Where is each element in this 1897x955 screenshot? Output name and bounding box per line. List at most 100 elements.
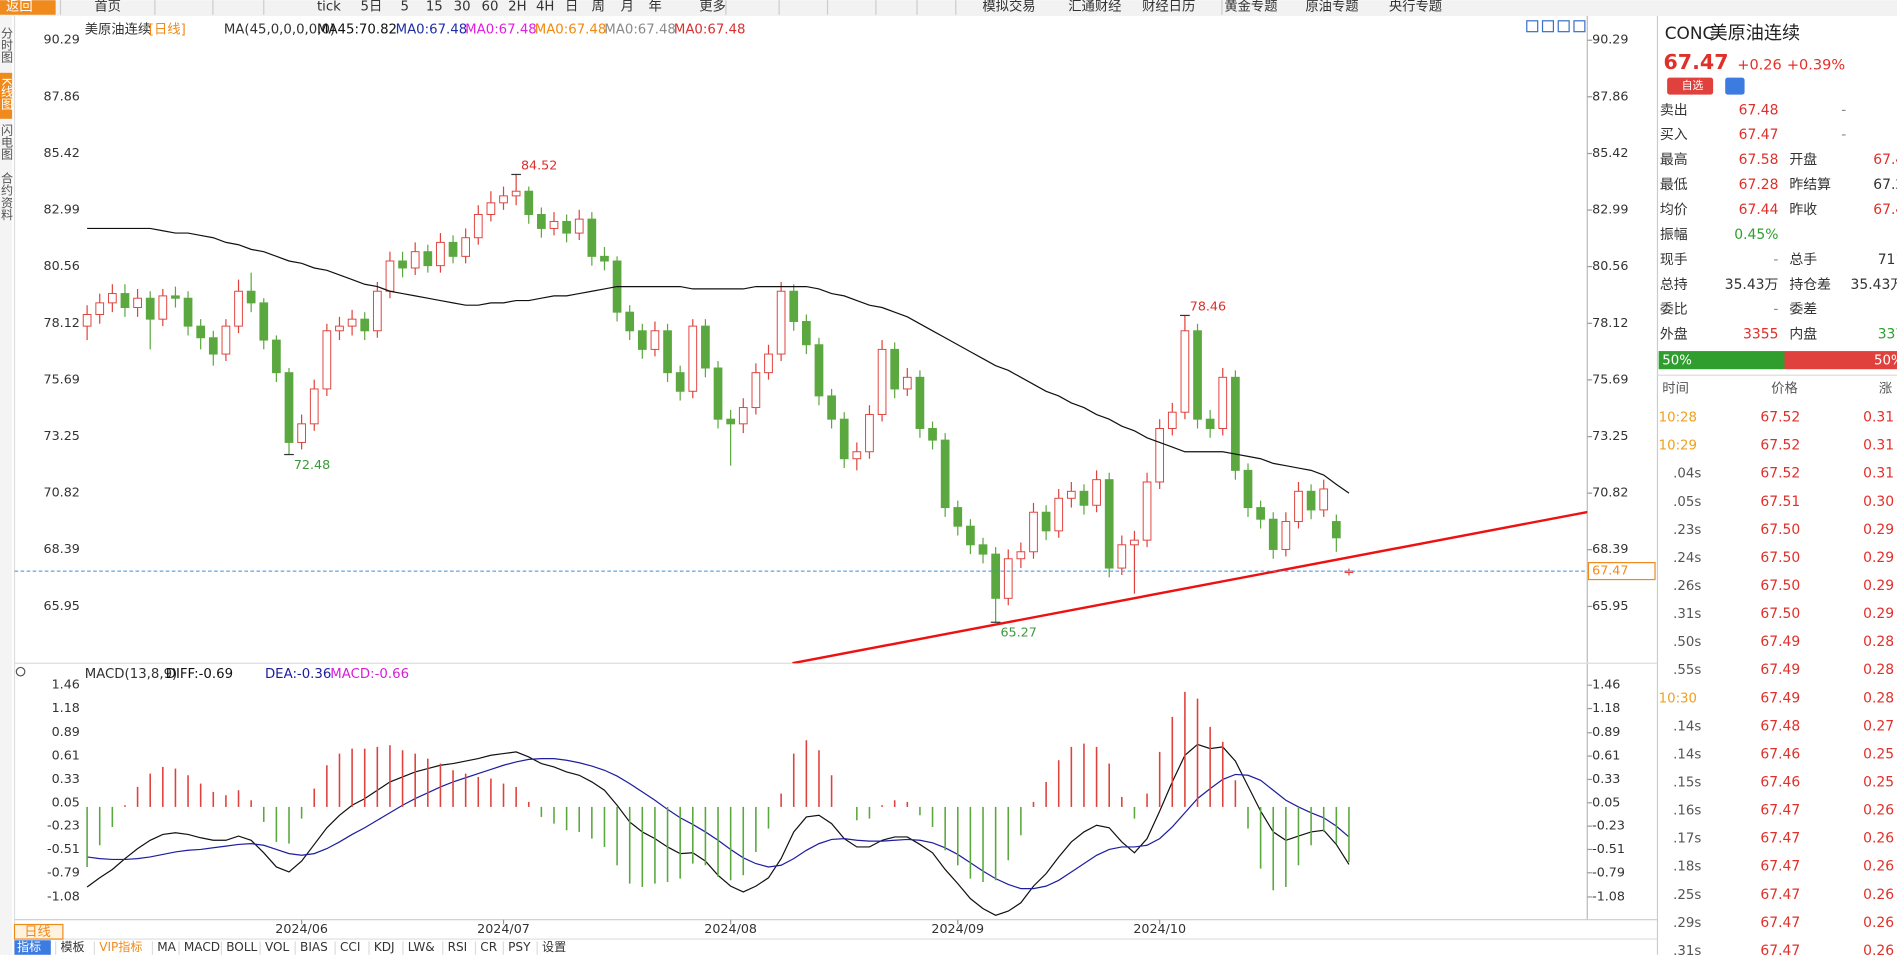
toolbar-item[interactable]: 财经日历	[1142, 0, 1195, 14]
alert-button[interactable]	[1725, 77, 1745, 95]
trades-header: 价格	[1771, 381, 1798, 397]
y-tick-label-right: 82.99	[1592, 202, 1628, 217]
quote-label: 卖出	[1660, 102, 1688, 118]
trade-change: 0.28	[1863, 662, 1894, 678]
toolbar-item[interactable]: 日	[565, 0, 578, 14]
indicator-tab[interactable]: CR	[480, 940, 497, 954]
quote-value: -	[1841, 127, 1846, 143]
sidebar-tab[interactable]: 闪电图	[0, 123, 14, 160]
indicator-tab[interactable]: MA	[157, 940, 176, 954]
back-button[interactable]	[0, 0, 56, 15]
legend-entry: MA0:67.48	[465, 22, 537, 37]
trade-price: 67.50	[1760, 606, 1800, 622]
indicator-tab[interactable]: VOL	[265, 940, 290, 954]
sidebar-tab[interactable]: 分时图	[0, 26, 14, 63]
candle-body	[726, 418, 736, 425]
candle-body	[1092, 479, 1101, 506]
toolbar-item[interactable]: 黄金专题	[1224, 0, 1277, 14]
y-tick-label: 90.29	[44, 32, 80, 47]
indicator-tab[interactable]: BIAS	[300, 940, 328, 954]
trade-change: 0.28	[1863, 690, 1894, 706]
y-tick-label: 0.61	[52, 748, 80, 763]
candle-body	[675, 372, 685, 392]
toolbar-item[interactable]: 年	[648, 0, 661, 14]
ratio-bar-buy	[1658, 351, 1785, 370]
toolbar-item[interactable]: 15	[426, 0, 443, 14]
quote-value: 67.4	[1873, 202, 1897, 218]
last-price-box	[1587, 562, 1656, 581]
trades-header: 时间	[1662, 381, 1689, 397]
candle-body	[335, 325, 344, 332]
toolbar-item[interactable]: 汇通财经	[1068, 0, 1121, 14]
toolbar-item[interactable]: 5日	[361, 0, 383, 14]
indicator-tab[interactable]: VIP指标	[99, 939, 142, 954]
play-icon[interactable]	[1557, 20, 1570, 33]
quote-value: 67.44	[1739, 202, 1779, 218]
indicator-tab[interactable]: MACD	[184, 940, 220, 954]
y-tick-label-right: 87.86	[1592, 88, 1628, 103]
sidebar-tab[interactable]: K线图	[0, 78, 14, 110]
toolbar-item[interactable]: 更多	[699, 0, 726, 14]
favorite-label[interactable]: 自选	[1682, 79, 1704, 92]
candle-body	[1294, 490, 1303, 523]
toolbar-item[interactable]: 月	[621, 0, 634, 14]
zoom-icon[interactable]	[1541, 20, 1555, 33]
trade-price: 67.50	[1760, 578, 1800, 594]
toolbar-item[interactable]: 央行专题	[1389, 0, 1442, 14]
indicator-tab[interactable]: 模板	[60, 940, 84, 954]
chart-title: 美原油连续	[85, 21, 151, 37]
fullscreen-icon[interactable]	[1573, 20, 1586, 33]
candle-body	[751, 372, 761, 409]
favorite-button[interactable]	[1667, 77, 1714, 95]
settings-icon[interactable]	[15, 666, 26, 677]
trade-change: 0.31	[1863, 438, 1894, 454]
period-tab-label[interactable]: 日线	[24, 924, 51, 940]
quote-value: -	[1773, 302, 1778, 318]
extreme-label: 72.48	[294, 457, 330, 472]
trades-header: 涨	[1879, 381, 1892, 397]
candle-body	[701, 325, 710, 369]
indicator-tab[interactable]: 指标	[17, 939, 41, 954]
candle-body	[928, 428, 937, 441]
candle-body	[902, 376, 912, 390]
sidebar-tab[interactable]: 合约资料	[0, 171, 14, 221]
indicator-tab[interactable]: RSI	[448, 940, 468, 954]
toolbar-item[interactable]: 首页	[94, 0, 121, 14]
toolbar-item[interactable]: 60	[482, 0, 499, 14]
toolbar-item[interactable]: 模拟交易	[982, 0, 1035, 14]
candle-body	[1142, 481, 1152, 541]
quote-label: 委比	[1660, 302, 1688, 318]
candle-body	[1130, 539, 1139, 546]
candle-body	[1281, 521, 1291, 550]
zoom-icon[interactable]	[1526, 20, 1539, 33]
indicator-tab[interactable]: LW&	[408, 940, 436, 954]
back-label[interactable]: 返回	[6, 0, 33, 14]
toolbar-item[interactable]: 2H	[508, 0, 526, 14]
toolbar-item[interactable]: 4H	[536, 0, 554, 14]
toolbar-item[interactable]: 5	[400, 0, 408, 14]
quote-label: 内盘	[1789, 326, 1817, 343]
trade-change: 0.31	[1863, 410, 1894, 426]
candle-body	[865, 414, 874, 453]
trade-price: 67.49	[1760, 662, 1800, 678]
candle-body	[587, 218, 597, 257]
indicator-tab[interactable]: KDJ	[374, 940, 395, 954]
y-tick-label: 87.86	[44, 88, 80, 103]
period-tab[interactable]	[13, 923, 64, 940]
y-tick-label: -0.51	[47, 841, 80, 856]
toolbar-item[interactable]: 30	[454, 0, 471, 14]
toolbar-item[interactable]: 周	[592, 0, 605, 14]
toolbar-item[interactable]: tick	[317, 0, 341, 14]
trade-time: .15s	[1673, 775, 1701, 790]
indicator-tab[interactable]: 设置	[542, 940, 566, 954]
trade-time: .26s	[1673, 579, 1701, 594]
y-tick-label: 0.05	[52, 794, 80, 809]
indicator-tab[interactable]: PSY	[508, 940, 531, 954]
indicator-params: MA(45,0,0,0,0,0)	[224, 22, 335, 37]
candle-body	[1180, 330, 1190, 413]
indicator-tab[interactable]: CCI	[340, 940, 360, 954]
candle-body	[1054, 497, 1064, 532]
indicator-tab[interactable]: BOLL	[226, 940, 257, 954]
toolbar-item[interactable]: 原油专题	[1305, 0, 1358, 14]
y-tick-label-right: 0.89	[1592, 724, 1620, 739]
